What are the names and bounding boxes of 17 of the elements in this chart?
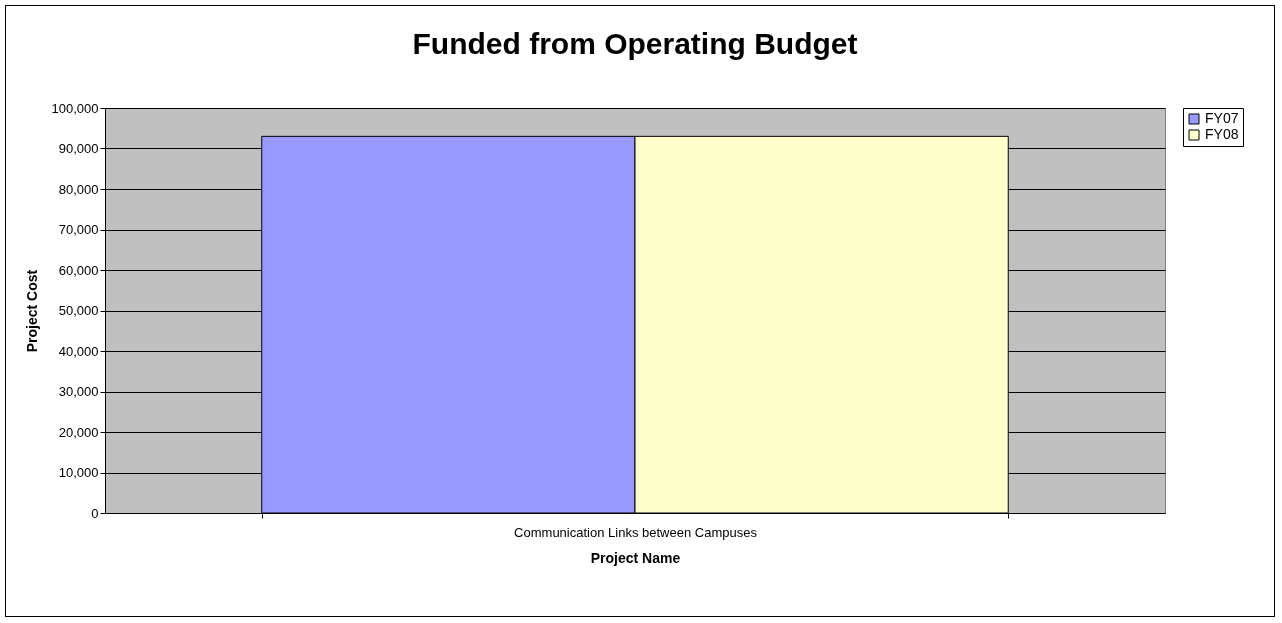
x-axis-title: Project Name [590, 549, 681, 566]
y-tick-label: 80,000 [58, 181, 99, 197]
y-tick-label: 10,000 [58, 465, 99, 480]
x-tick-label: Communication Links between Campuses [514, 524, 758, 540]
legend-label: FY07 [1205, 110, 1239, 126]
y-tick-label: 30,000 [58, 384, 99, 399]
y-tick-label: 0 [91, 505, 99, 521]
y-tick-label: 100,000 [51, 100, 99, 116]
y-tick-label: 70,000 [58, 222, 99, 237]
y-tick-label: 60,000 [58, 262, 99, 278]
legend-label: FY08 [1205, 126, 1239, 142]
y-axis-title: Project Cost [23, 269, 40, 353]
chart-title: Funded from Operating Budget [412, 27, 858, 60]
y-tick-label: 20,000 [58, 424, 99, 440]
y-tick-label: 90,000 [58, 141, 99, 156]
y-tick-label: 50,000 [58, 303, 99, 318]
y-tick-label: 40,000 [58, 343, 99, 359]
